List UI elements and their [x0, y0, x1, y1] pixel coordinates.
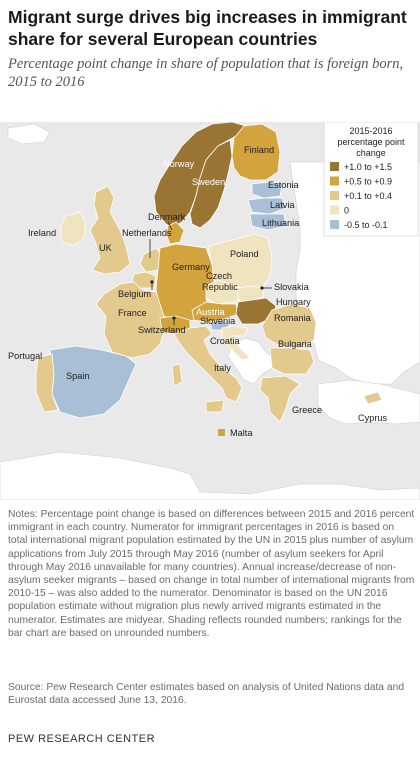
country-sweden [189, 139, 233, 229]
country-uk [89, 185, 131, 275]
label-sweden: Sweden [192, 177, 225, 187]
leader-denmark [167, 221, 173, 231]
label-france: France [118, 308, 147, 318]
country-romania [261, 303, 317, 349]
legend: 2015-2016 percentage point change +1.0 t… [323, 122, 419, 237]
label-italy: Italy [214, 363, 231, 373]
label-slovenia: Slovenia [200, 316, 236, 326]
label-norway: Norway [163, 159, 195, 169]
legend-title-line1: 2015-2016 [349, 126, 392, 136]
label-belgium: Belgium [118, 289, 152, 299]
organization-credit: PEW RESEARCH CENTER [8, 733, 156, 745]
label-finland: Finland [244, 145, 274, 155]
country-italy-sicily [205, 399, 225, 413]
chart-title: Migrant surge drives big increases in im… [8, 7, 407, 49]
label-poland: Poland [230, 249, 259, 259]
country-ireland [59, 211, 87, 247]
non-eu-land-iceland [7, 123, 51, 145]
country-lithuania [249, 213, 287, 231]
label-bulgaria: Bulgaria [278, 339, 313, 349]
label-austria: Austria [196, 307, 225, 317]
country-croatia [221, 325, 251, 361]
country-bulgaria [269, 347, 315, 375]
label-malta: Malta [230, 428, 253, 438]
label-netherlands: Netherlands [122, 228, 172, 238]
legend-swatch-4 [330, 220, 339, 229]
label-denmark: Denmark [148, 212, 186, 222]
label-portugal: Portugal [8, 351, 42, 361]
country-france [95, 281, 167, 359]
legend-swatch-2 [330, 191, 339, 200]
label-croatia: Croatia [210, 336, 241, 346]
pointer-slovakia [260, 286, 264, 290]
legend-swatch-3 [330, 205, 339, 215]
legend-label-1: +0.5 to +0.9 [344, 177, 392, 187]
legend-items: +1.0 to +1.5 +0.5 to +0.9 +0.1 to +0.4 0 -0.… [330, 162, 392, 230]
country-greece [259, 375, 301, 423]
label-cyprus: Cyprus [358, 413, 388, 423]
label-ireland: Ireland [28, 228, 56, 238]
country-labels: Norway Sweden Finland Estonia Latvia Lit… [8, 145, 388, 438]
country-portugal [35, 353, 59, 413]
country-estonia [251, 181, 283, 199]
pointer-switzerland [172, 316, 176, 320]
label-romania: Romania [274, 313, 312, 323]
country-italy [173, 325, 243, 403]
label-uk: UK [99, 243, 113, 253]
label-czech-line2: Republic [202, 282, 238, 292]
legend-swatch-0 [330, 162, 339, 171]
label-estonia: Estonia [268, 180, 300, 190]
legend-swatch-1 [330, 176, 339, 186]
label-czech-line1: Czech [206, 271, 232, 281]
label-slovakia: Slovakia [274, 282, 310, 292]
country-cyprus [363, 391, 383, 405]
country-italy-sardinia [171, 363, 183, 387]
non-eu-land-africa [0, 451, 420, 500]
legend-label-0: +1.0 to +1.5 [344, 162, 392, 172]
country-poland [207, 233, 273, 289]
legend-label-4: -0.5 to -0.1 [344, 220, 388, 230]
legend-box [323, 122, 419, 237]
label-hungary: Hungary [276, 297, 311, 307]
label-lithuania: Lithuania [262, 218, 300, 228]
notes: Notes: Percentage point change is based … [8, 509, 415, 639]
legend-title-line3: change [356, 148, 386, 158]
swatch-malta [218, 429, 225, 436]
label-latvia: Latvia [270, 200, 295, 210]
label-germany: Germany [172, 262, 210, 272]
legend-label-3: 0 [344, 206, 349, 216]
legend-title-line2: percentage point [337, 137, 405, 147]
europe-map: 2015-2016 percentage point change +1.0 t… [0, 122, 420, 500]
label-greece: Greece [292, 405, 322, 415]
chart-subtitle: Percentage point change in share of popu… [8, 56, 404, 90]
country-latvia [247, 197, 287, 215]
source: Source: Pew Research Center estimates ba… [8, 682, 405, 707]
label-spain: Spain [66, 371, 90, 381]
pointer-belgium [150, 280, 154, 284]
legend-label-2: +0.1 to +0.4 [344, 191, 392, 201]
label-switzerland: Switzerland [138, 325, 186, 335]
country-finland [231, 123, 281, 181]
